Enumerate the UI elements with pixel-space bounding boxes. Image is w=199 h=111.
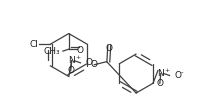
- Text: CH₃: CH₃: [43, 47, 60, 56]
- Text: O: O: [105, 44, 112, 53]
- Text: O: O: [85, 58, 92, 67]
- Text: O: O: [175, 71, 181, 80]
- Text: O: O: [67, 66, 74, 75]
- Text: +: +: [164, 68, 170, 73]
- Text: N: N: [157, 69, 164, 78]
- Text: +: +: [75, 55, 80, 60]
- Text: -: -: [92, 57, 94, 63]
- Text: N: N: [68, 56, 75, 65]
- Text: O: O: [90, 60, 97, 69]
- Text: O: O: [76, 46, 83, 55]
- Text: Cl: Cl: [30, 40, 39, 49]
- Text: O: O: [156, 79, 163, 88]
- Text: -: -: [181, 70, 183, 76]
